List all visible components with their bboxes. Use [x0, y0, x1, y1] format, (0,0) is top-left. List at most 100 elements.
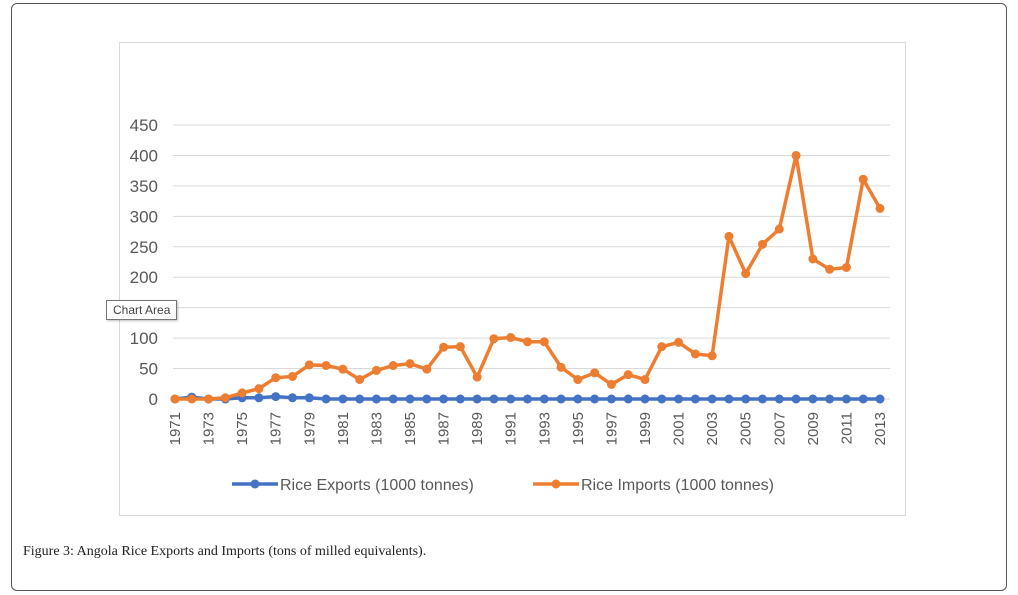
x-tick-label: 2013: [872, 412, 889, 445]
x-tick-label: 1977: [268, 412, 285, 445]
data-point: [741, 269, 751, 279]
data-point: [288, 371, 297, 381]
data-point: [338, 364, 348, 374]
x-tick-label: 1999: [637, 412, 654, 445]
data-point: [707, 394, 717, 404]
data-point: [523, 337, 532, 347]
data-point: [523, 394, 532, 404]
data-point: [539, 394, 549, 404]
data-point: [187, 394, 197, 404]
data-point: [254, 384, 264, 394]
data-point: [455, 342, 465, 352]
data-point: [204, 394, 214, 404]
data-point: [271, 392, 281, 402]
data-point: [489, 334, 499, 344]
x-tick-label: 1975: [234, 412, 251, 445]
data-point: [439, 394, 449, 404]
data-point: [741, 394, 751, 404]
data-point: [355, 375, 365, 385]
x-tick-label: 2007: [771, 412, 788, 445]
data-point: [858, 174, 868, 184]
data-point: [405, 394, 415, 404]
y-tick-label: 300: [130, 207, 158, 226]
data-point: [590, 394, 600, 404]
figure-caption-label: Figure 3:: [23, 544, 74, 559]
data-point: [506, 333, 516, 343]
data-point: [573, 394, 583, 404]
data-point: [606, 379, 616, 389]
data-point: [774, 394, 784, 404]
data-point: [439, 342, 449, 352]
data-point: [355, 394, 365, 404]
data-point: [875, 394, 885, 404]
data-point: [371, 365, 381, 375]
data-point: [388, 394, 398, 404]
data-point: [724, 394, 734, 404]
data-point: [657, 394, 667, 404]
figure-frame: [11, 3, 1007, 591]
x-tick-label: 2003: [704, 412, 721, 445]
data-point: [422, 394, 432, 404]
x-tick-label: 2009: [805, 412, 822, 445]
x-tick-label: 1989: [469, 412, 486, 445]
data-point: [623, 394, 633, 404]
data-point: [590, 368, 600, 378]
data-point: [288, 393, 297, 403]
data-point: [808, 254, 818, 264]
data-point: [489, 394, 499, 404]
x-tick-label: 1979: [301, 412, 318, 445]
legend-marker: [250, 479, 260, 489]
x-tick-label: 1997: [603, 412, 620, 445]
data-point: [875, 203, 885, 213]
data-point: [674, 337, 684, 347]
data-point: [690, 394, 700, 404]
data-point: [774, 224, 784, 234]
data-point: [640, 375, 650, 385]
y-tick-label: 200: [130, 268, 158, 287]
data-point: [254, 393, 264, 403]
data-point: [422, 364, 432, 374]
data-point: [690, 349, 700, 359]
data-point: [321, 361, 331, 371]
y-tick-label: 100: [130, 329, 158, 348]
y-tick-label: 50: [139, 360, 158, 379]
y-tick-label: 0: [149, 390, 158, 409]
data-point: [237, 388, 247, 398]
data-point: [825, 394, 835, 404]
y-tick-label: 450: [130, 116, 158, 135]
data-point: [170, 394, 180, 404]
legend-label: Rice Exports (1000 tonnes): [280, 477, 474, 494]
y-tick-label: 400: [130, 146, 158, 165]
data-point: [858, 394, 868, 404]
data-point: [707, 351, 717, 361]
data-point: [573, 375, 583, 385]
x-tick-label: 1973: [201, 412, 218, 445]
data-point: [472, 394, 482, 404]
data-point: [808, 394, 818, 404]
legend-label: Rice Imports (1000 tonnes): [581, 477, 774, 494]
data-point: [405, 359, 415, 369]
data-point: [674, 394, 684, 404]
data-point: [623, 370, 633, 380]
chart-area-tooltip: Chart Area: [106, 300, 178, 320]
data-point: [556, 362, 566, 372]
y-tick-label: 350: [130, 177, 158, 196]
data-point: [758, 394, 767, 404]
data-point: [640, 394, 650, 404]
x-tick-label: 1971: [167, 412, 184, 445]
data-point: [825, 264, 835, 274]
data-point: [455, 394, 465, 404]
legend-marker: [551, 479, 561, 489]
data-point: [220, 393, 230, 403]
data-point: [506, 394, 516, 404]
y-tick-label: 250: [130, 238, 158, 257]
data-point: [791, 150, 801, 160]
chart-area[interactable]: 0501001502002503003504004501971197319751…: [119, 42, 906, 516]
x-tick-label: 1985: [402, 412, 419, 445]
data-point: [271, 373, 281, 383]
data-point: [321, 394, 331, 404]
x-tick-label: 2011: [838, 412, 855, 444]
figure-caption: Figure 3: Angola Rice Exports and Import…: [23, 544, 426, 560]
x-tick-label: 2001: [671, 412, 688, 445]
data-point: [338, 394, 348, 404]
